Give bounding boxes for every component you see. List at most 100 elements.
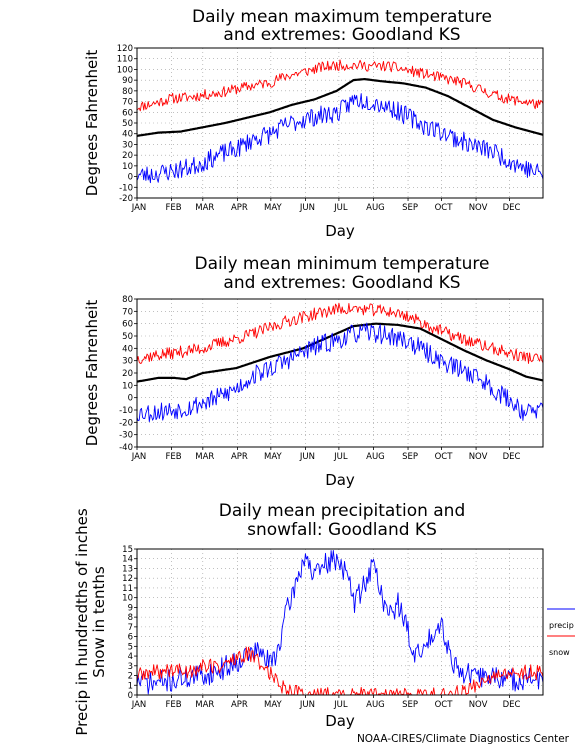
series-line-record-high bbox=[136, 59, 544, 112]
x-tick-label: JUL bbox=[333, 203, 348, 213]
y-tick-label: 13 bbox=[122, 564, 133, 574]
x-tick-label: OCT bbox=[435, 700, 454, 710]
y-axis-label: Degrees Fahrenheit bbox=[83, 300, 101, 447]
x-tick-label: MAY bbox=[264, 203, 282, 213]
x-tick-label: NOV bbox=[469, 700, 488, 710]
y-tick-label: -20 bbox=[119, 418, 133, 428]
chart-title-line: and extremes: Goodland KS bbox=[223, 273, 460, 293]
y-tick-label: 120 bbox=[117, 44, 133, 54]
y-tick-label: -40 bbox=[119, 443, 133, 453]
x-tick-label: JUN bbox=[299, 700, 315, 710]
x-tick-label: DEC bbox=[503, 452, 521, 462]
credit-text: NOAA-CIRES/Climate Diagnostics Center bbox=[357, 733, 570, 745]
x-tick-label: AUG bbox=[366, 452, 385, 462]
chart-title-line: Daily mean maximum temperature bbox=[192, 7, 492, 27]
y-tick-label: 70 bbox=[122, 98, 133, 108]
x-tick-label: JUN bbox=[299, 452, 315, 462]
y-tick-label: 80 bbox=[122, 87, 133, 97]
series-line-record-low bbox=[136, 322, 544, 423]
x-axis-label: Day bbox=[325, 712, 355, 730]
y-tick-label: 10 bbox=[122, 162, 133, 172]
x-tick-label: JAN bbox=[131, 203, 147, 213]
series-line-precip bbox=[136, 549, 544, 695]
y-tick-label: 60 bbox=[122, 108, 133, 118]
x-tick-label: MAY bbox=[264, 452, 282, 462]
legend-label-snow: snow bbox=[549, 648, 570, 657]
x-tick-label: MAR bbox=[195, 203, 214, 213]
y-tick-label: 90 bbox=[122, 76, 133, 86]
y-tick-label: 2 bbox=[128, 672, 133, 682]
y-tick-label: 40 bbox=[122, 130, 133, 140]
x-tick-label: FEB bbox=[166, 452, 182, 462]
x-tick-label: APR bbox=[231, 203, 248, 213]
series-line-record-low bbox=[136, 93, 544, 184]
x-tick-label: NOV bbox=[469, 452, 488, 462]
x-tick-label: OCT bbox=[435, 203, 454, 213]
series-line-mean bbox=[136, 77, 544, 137]
x-tick-label: AUG bbox=[366, 700, 385, 710]
x-tick-label: JAN bbox=[131, 700, 147, 710]
y-tick-label: 10 bbox=[122, 594, 133, 604]
y-tick-label: 0 bbox=[128, 394, 133, 404]
y-tick-label: 9 bbox=[128, 603, 133, 613]
series-line-record-high bbox=[136, 302, 544, 364]
y-tick-label: 50 bbox=[122, 119, 133, 129]
x-tick-label: SEP bbox=[402, 452, 418, 462]
y-axis-label: Precip in hundredths of inches bbox=[73, 508, 91, 735]
y-tick-label: 4 bbox=[128, 652, 133, 662]
x-axis-label: Day bbox=[325, 471, 355, 489]
y-tick-label: 100 bbox=[117, 65, 133, 75]
chart-title-line: Daily mean precipitation and bbox=[219, 501, 466, 521]
y-tick-label: 7 bbox=[128, 623, 133, 633]
y-tick-label: 12 bbox=[122, 574, 133, 584]
x-tick-label: JUL bbox=[333, 452, 348, 462]
x-tick-label: JUL bbox=[333, 700, 348, 710]
x-tick-label: SEP bbox=[402, 203, 418, 213]
plot-frame bbox=[136, 548, 544, 696]
y-tick-label: 110 bbox=[117, 55, 133, 65]
y-tick-label: 80 bbox=[122, 295, 133, 305]
x-tick-label: MAR bbox=[195, 452, 214, 462]
y-tick-label: 0 bbox=[128, 173, 133, 183]
chart-title-line: snowfall: Goodland KS bbox=[247, 520, 437, 540]
x-tick-label: SEP bbox=[402, 700, 418, 710]
x-tick-label: FEB bbox=[166, 700, 182, 710]
plot-frame bbox=[136, 47, 544, 199]
y-tick-label: -10 bbox=[119, 406, 133, 416]
y-tick-label: 1 bbox=[128, 681, 133, 691]
x-tick-label: AUG bbox=[366, 203, 385, 213]
y-tick-label: 60 bbox=[122, 320, 133, 330]
x-tick-label: JAN bbox=[131, 452, 147, 462]
y-tick-label: 20 bbox=[122, 151, 133, 161]
x-tick-label: APR bbox=[231, 452, 248, 462]
y-tick-label: 8 bbox=[128, 613, 133, 623]
plot-frame bbox=[136, 298, 544, 448]
y-tick-label: 30 bbox=[122, 357, 133, 367]
x-tick-label: APR bbox=[231, 700, 248, 710]
y-axis-label: Snow in tenths bbox=[90, 566, 108, 678]
x-tick-label: OCT bbox=[435, 452, 454, 462]
x-axis-label: Day bbox=[325, 222, 355, 240]
y-tick-label: 6 bbox=[128, 633, 133, 643]
y-tick-label: 11 bbox=[122, 584, 133, 594]
x-tick-label: DEC bbox=[503, 700, 521, 710]
y-tick-label: 70 bbox=[122, 307, 133, 317]
series-line-snow bbox=[136, 646, 544, 696]
x-tick-label: MAR bbox=[195, 700, 214, 710]
y-axis-label: Degrees Fahrenheit bbox=[83, 50, 101, 197]
y-tick-label: 3 bbox=[128, 662, 133, 672]
y-tick-label: 50 bbox=[122, 332, 133, 342]
y-tick-label: 15 bbox=[122, 545, 133, 555]
x-tick-label: MAY bbox=[264, 700, 282, 710]
y-tick-label: 5 bbox=[128, 642, 133, 652]
y-tick-label: 0 bbox=[128, 691, 133, 701]
legend-label-precip: precip bbox=[549, 621, 574, 630]
y-tick-label: 20 bbox=[122, 369, 133, 379]
x-tick-label: DEC bbox=[503, 203, 521, 213]
y-tick-label: 30 bbox=[122, 140, 133, 150]
x-tick-label: FEB bbox=[166, 203, 182, 213]
